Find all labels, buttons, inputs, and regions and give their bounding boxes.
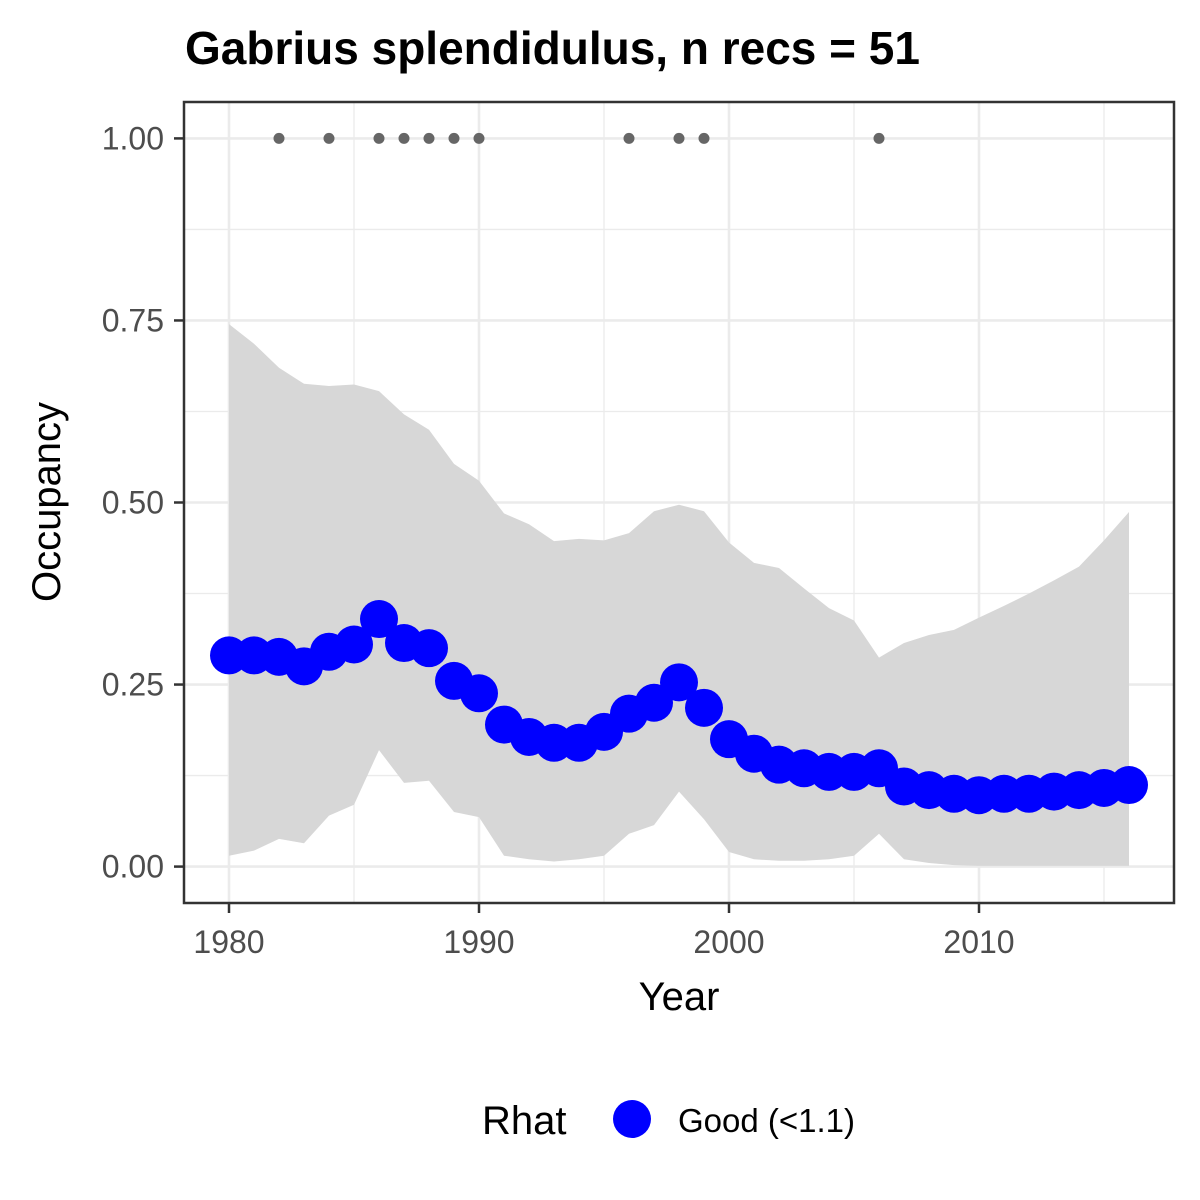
record-point — [398, 132, 410, 144]
y-tick-label: 0.00 — [102, 849, 164, 885]
record-point — [448, 132, 460, 144]
occupancy-point — [335, 625, 373, 664]
record-point — [473, 132, 485, 144]
record-point — [623, 132, 635, 144]
record-point — [673, 132, 685, 144]
y-axis-label: Occupancy — [25, 402, 69, 602]
y-axis: 0.00 0.25 0.50 0.75 1.00 — [102, 120, 184, 885]
legend: Rhat Good (<1.1) — [482, 1099, 855, 1143]
record-point — [273, 132, 285, 144]
record-point — [373, 132, 385, 144]
y-tick-label: 0.25 — [102, 667, 164, 703]
occupancy-point — [360, 600, 398, 639]
occupancy-points — [210, 600, 1148, 815]
record-points — [273, 132, 885, 144]
occupancy-point — [685, 688, 723, 727]
y-tick-label: 1.00 — [102, 120, 164, 156]
record-point — [323, 132, 335, 144]
chart-title: Gabrius splendidulus, n recs = 51 — [185, 22, 920, 74]
x-tick-label: 2010 — [943, 924, 1014, 960]
legend-label-good: Good (<1.1) — [678, 1102, 855, 1139]
x-tick-label: 1980 — [193, 924, 264, 960]
confidence-ribbon — [229, 324, 1129, 866]
y-tick-label: 0.50 — [102, 485, 164, 521]
x-tick-label: 1990 — [443, 924, 514, 960]
occupancy-point — [1110, 766, 1148, 805]
occupancy-point — [660, 663, 698, 702]
occupancy-point — [460, 674, 498, 713]
legend-key-good — [613, 1100, 651, 1138]
record-point — [873, 132, 885, 144]
x-axis: 1980 1990 2000 2010 — [193, 903, 1015, 960]
record-point — [423, 132, 435, 144]
x-axis-label: Year — [639, 975, 720, 1019]
occupancy-point — [410, 629, 448, 668]
x-tick-label: 2000 — [693, 924, 764, 960]
y-tick-label: 0.75 — [102, 302, 164, 338]
legend-title: Rhat — [482, 1099, 567, 1143]
record-point — [698, 132, 710, 144]
